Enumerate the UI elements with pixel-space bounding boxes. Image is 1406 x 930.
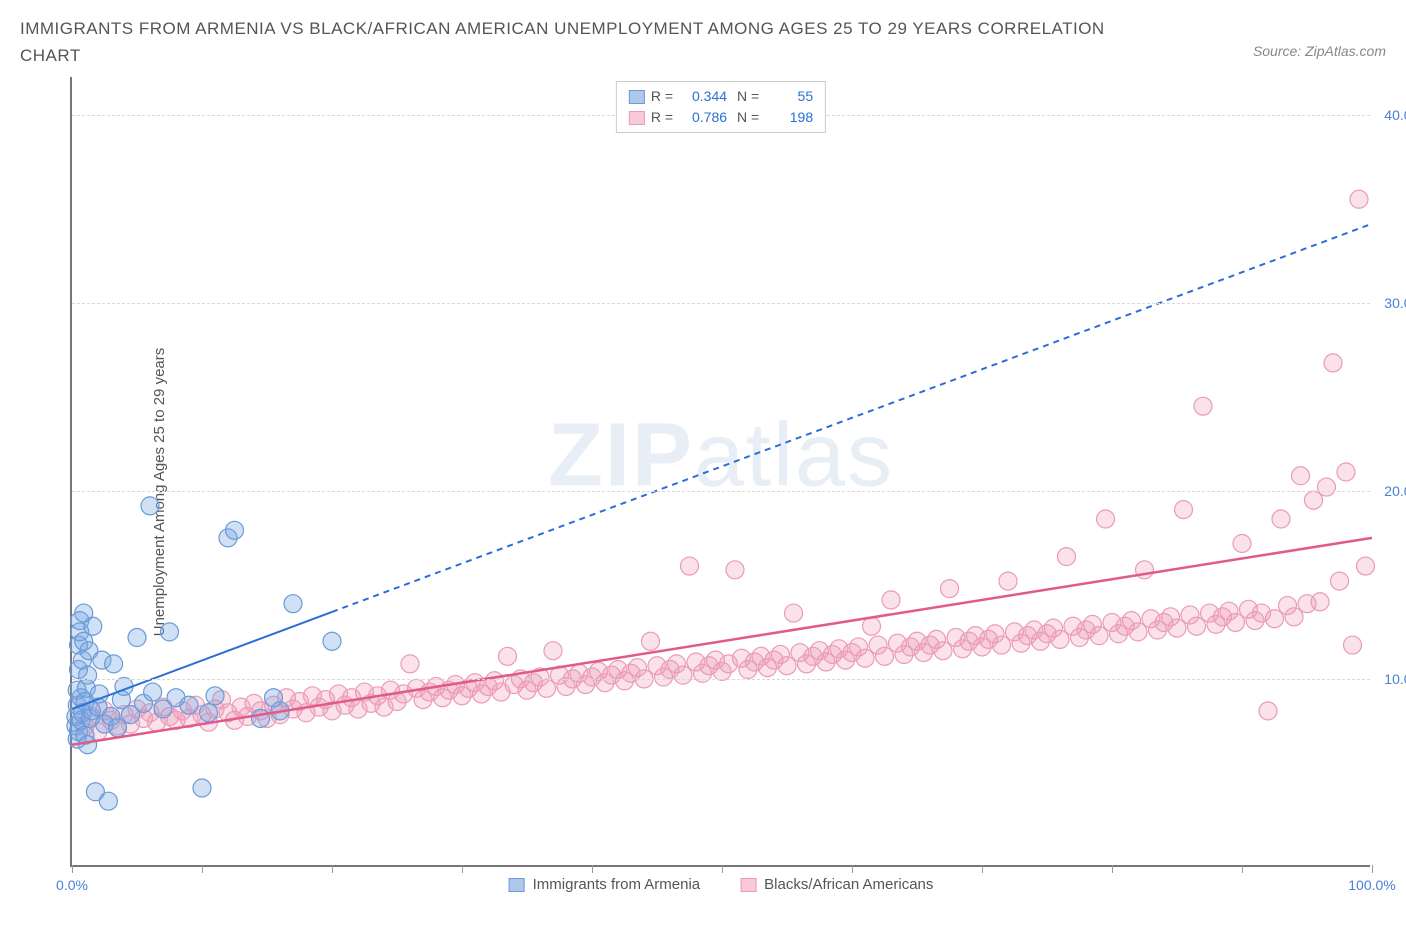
x-tick — [852, 865, 853, 873]
legend-1-swatch — [509, 878, 525, 892]
series-1-r: 0.344 — [679, 86, 727, 107]
data-point — [544, 642, 562, 660]
r-label: R = — [651, 86, 673, 107]
y-tick-label: 10.0% — [1384, 671, 1406, 687]
data-point — [226, 522, 244, 540]
data-point — [99, 793, 117, 811]
data-point — [161, 623, 179, 641]
grid-line — [72, 491, 1370, 492]
data-point — [999, 572, 1017, 590]
x-tick — [1242, 865, 1243, 873]
y-tick-label: 30.0% — [1384, 295, 1406, 311]
r-label: R = — [651, 107, 673, 128]
data-point — [1233, 535, 1251, 553]
data-point — [79, 736, 97, 754]
y-tick-label: 20.0% — [1384, 483, 1406, 499]
data-point — [1272, 510, 1290, 528]
data-point — [105, 655, 123, 673]
data-point — [1350, 191, 1368, 209]
stats-row-1: R = 0.344 N = 55 — [629, 86, 813, 107]
y-tick-label: 40.0% — [1384, 107, 1406, 123]
data-point — [1311, 593, 1329, 611]
stats-legend: R = 0.344 N = 55 R = 0.786 N = 198 — [616, 81, 826, 133]
chart-container: Unemployment Among Ages 25 to 29 years Z… — [20, 77, 1386, 907]
data-point — [1194, 398, 1212, 416]
legend-1-label: Immigrants from Armenia — [533, 876, 701, 893]
data-point — [1357, 557, 1375, 575]
data-point — [323, 633, 341, 651]
x-tick — [592, 865, 593, 873]
legend-item-1: Immigrants from Armenia — [509, 876, 701, 893]
data-point — [863, 618, 881, 636]
data-point — [882, 591, 900, 609]
trend-line-solid — [72, 538, 1372, 745]
x-tick — [722, 865, 723, 873]
data-point — [1344, 636, 1362, 654]
series-2-r: 0.786 — [679, 107, 727, 128]
data-point — [1175, 501, 1193, 519]
series-2-n: 198 — [765, 107, 813, 128]
stats-row-2: R = 0.786 N = 198 — [629, 107, 813, 128]
data-point — [499, 648, 517, 666]
legend-2-label: Blacks/African Americans — [764, 876, 933, 893]
data-point — [180, 697, 198, 715]
series-1-n: 55 — [765, 86, 813, 107]
x-tick — [332, 865, 333, 873]
x-tick — [462, 865, 463, 873]
x-tick — [1112, 865, 1113, 873]
source-attribution: Source: ZipAtlas.com — [1253, 15, 1386, 59]
x-tick-label: 100.0% — [1348, 877, 1395, 893]
chart-header: IMMIGRANTS FROM ARMENIA VS BLACK/AFRICAN… — [20, 15, 1386, 69]
data-point — [128, 629, 146, 647]
data-point — [284, 595, 302, 613]
data-point — [1337, 463, 1355, 481]
data-point — [1097, 510, 1115, 528]
x-tick — [72, 865, 73, 873]
data-point — [681, 557, 699, 575]
data-point — [941, 580, 959, 598]
grid-line — [72, 303, 1370, 304]
series-legend: Immigrants from Armenia Blacks/African A… — [509, 876, 934, 893]
data-point — [642, 633, 660, 651]
data-point — [1292, 467, 1310, 485]
x-tick — [202, 865, 203, 873]
data-point — [144, 683, 162, 701]
n-label: N = — [733, 86, 759, 107]
data-point — [84, 618, 102, 636]
data-point — [1318, 478, 1336, 496]
data-point — [726, 561, 744, 579]
data-point — [1058, 548, 1076, 566]
data-point — [252, 710, 270, 728]
data-point — [1331, 572, 1349, 590]
grid-line — [72, 679, 1370, 680]
n-label: N = — [733, 107, 759, 128]
data-point — [1259, 702, 1277, 720]
data-point — [206, 687, 224, 705]
series-1-swatch — [629, 90, 645, 104]
legend-2-swatch — [740, 878, 756, 892]
x-tick-label: 0.0% — [56, 877, 88, 893]
data-point — [141, 497, 159, 515]
data-point — [785, 604, 803, 622]
data-point — [193, 779, 211, 797]
x-tick — [982, 865, 983, 873]
data-point — [79, 667, 97, 685]
data-point — [200, 704, 218, 722]
legend-item-2: Blacks/African Americans — [740, 876, 933, 893]
plot-area: ZIPatlas R = 0.344 N = 55 R = 0.786 N = … — [70, 77, 1370, 867]
data-point — [1324, 354, 1342, 372]
chart-title: IMMIGRANTS FROM ARMENIA VS BLACK/AFRICAN… — [20, 15, 1120, 69]
series-2-swatch — [629, 111, 645, 125]
x-tick — [1372, 865, 1373, 873]
trend-line-dashed — [332, 224, 1372, 612]
data-point — [401, 655, 419, 673]
scatter-svg — [72, 77, 1370, 865]
